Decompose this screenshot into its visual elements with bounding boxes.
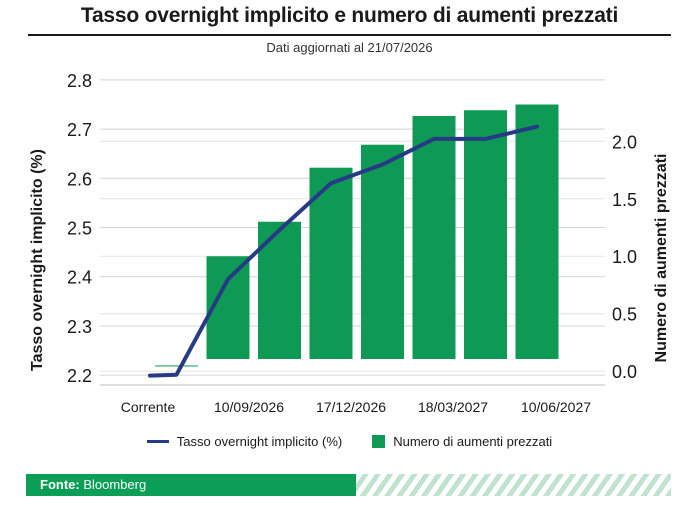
x-tick-label-0: Corrente	[121, 399, 176, 415]
x-tick-label-3: 18/03/2027	[418, 399, 488, 415]
source-value: Bloomberg	[83, 477, 147, 492]
legend-bar-swatch	[372, 435, 386, 448]
chart-legend: Tasso overnight implicito (%) Numero di …	[0, 434, 699, 449]
legend-line-label: Tasso overnight implicito (%)	[176, 434, 343, 449]
y-axis-title-left: Tasso overnight implicito (%)	[29, 149, 46, 371]
line-point-7	[484, 137, 487, 141]
footer-stripes	[356, 474, 671, 496]
y-tick-left-3: 2.5	[67, 219, 92, 239]
legend-item-line: Tasso overnight implicito (%)	[146, 434, 343, 449]
y-tick-left-4: 2.6	[67, 169, 92, 189]
source-text: Fonte: Bloomberg	[40, 477, 146, 492]
x-tick-label-4: 10/06/2027	[521, 399, 591, 415]
legend-item-bar: Numero di aumenti prezzati	[372, 434, 552, 449]
line-point-6	[432, 137, 436, 141]
bar-1	[155, 365, 198, 367]
chart-subtitle: Dati aggiornati al 21/07/2026	[266, 40, 433, 55]
bar-5	[361, 144, 404, 359]
bar-6	[412, 115, 456, 359]
legend-bar-label: Numero di aumenti prezzati	[393, 434, 553, 449]
y-tick-left-1: 2.3	[67, 317, 92, 337]
y-tick-left-2: 2.4	[67, 268, 92, 288]
source-footer: Fonte: Bloomberg	[26, 474, 671, 496]
line-point-1	[175, 373, 178, 377]
y-tick-left-6: 2.8	[67, 71, 92, 91]
line-point-8	[535, 125, 539, 129]
line-point-3	[278, 228, 281, 232]
y-tick-left-5: 2.7	[67, 120, 92, 140]
y-axis-title-right: Numero di aumenti prezzati	[653, 154, 670, 363]
y-tick-right-4: 2.0	[612, 132, 637, 152]
bar-4	[309, 167, 353, 359]
x-tick-label-1: 10/09/2026	[214, 399, 284, 415]
y-tick-right-2: 1.0	[612, 247, 637, 267]
footer-bar: Fonte: Bloomberg	[26, 474, 371, 496]
bar-8	[515, 104, 559, 360]
y-tick-right-0: 0.0	[612, 362, 637, 382]
title-divider	[28, 34, 671, 36]
bar-7	[464, 110, 507, 359]
legend-line-swatch	[146, 440, 169, 443]
chart-title: Tasso overnight implicito e numero di au…	[80, 4, 619, 27]
line-point-2	[226, 277, 230, 281]
y-tick-left-0: 2.2	[67, 366, 92, 386]
chart-canvas: 2.2 2.3 2.4 2.5 2.6 2.7 2.8 0.0 0.5 1.0 1.5 2.0 Corr…	[29, 71, 670, 415]
line-point-0	[148, 374, 152, 378]
y-tick-right-3: 1.5	[612, 190, 637, 210]
line-point-4	[329, 181, 333, 185]
source-label: Fonte:	[40, 477, 80, 492]
x-tick-label-2: 17/12/2026	[316, 399, 386, 415]
y-tick-right-1: 0.5	[612, 305, 637, 325]
line-point-5	[381, 163, 384, 166]
